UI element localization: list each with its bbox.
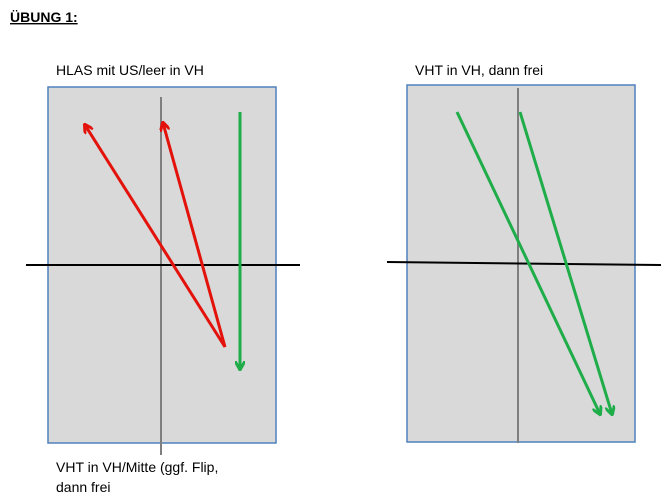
arrow (455, 111, 600, 414)
arrow (518, 111, 612, 414)
arrow (85, 125, 227, 348)
panel-label: VHT in VH, dann frei (415, 62, 543, 78)
title: ÜBUNG 1: (10, 9, 78, 25)
panel-caption: VHT in VH/Mitte (ggf. Flip, (56, 459, 218, 475)
cross-line (386, 261, 662, 266)
panel-label: HLAS mit US/leer in VH (56, 62, 204, 78)
arrow (163, 123, 227, 348)
panel-caption: dann frei (56, 479, 110, 495)
